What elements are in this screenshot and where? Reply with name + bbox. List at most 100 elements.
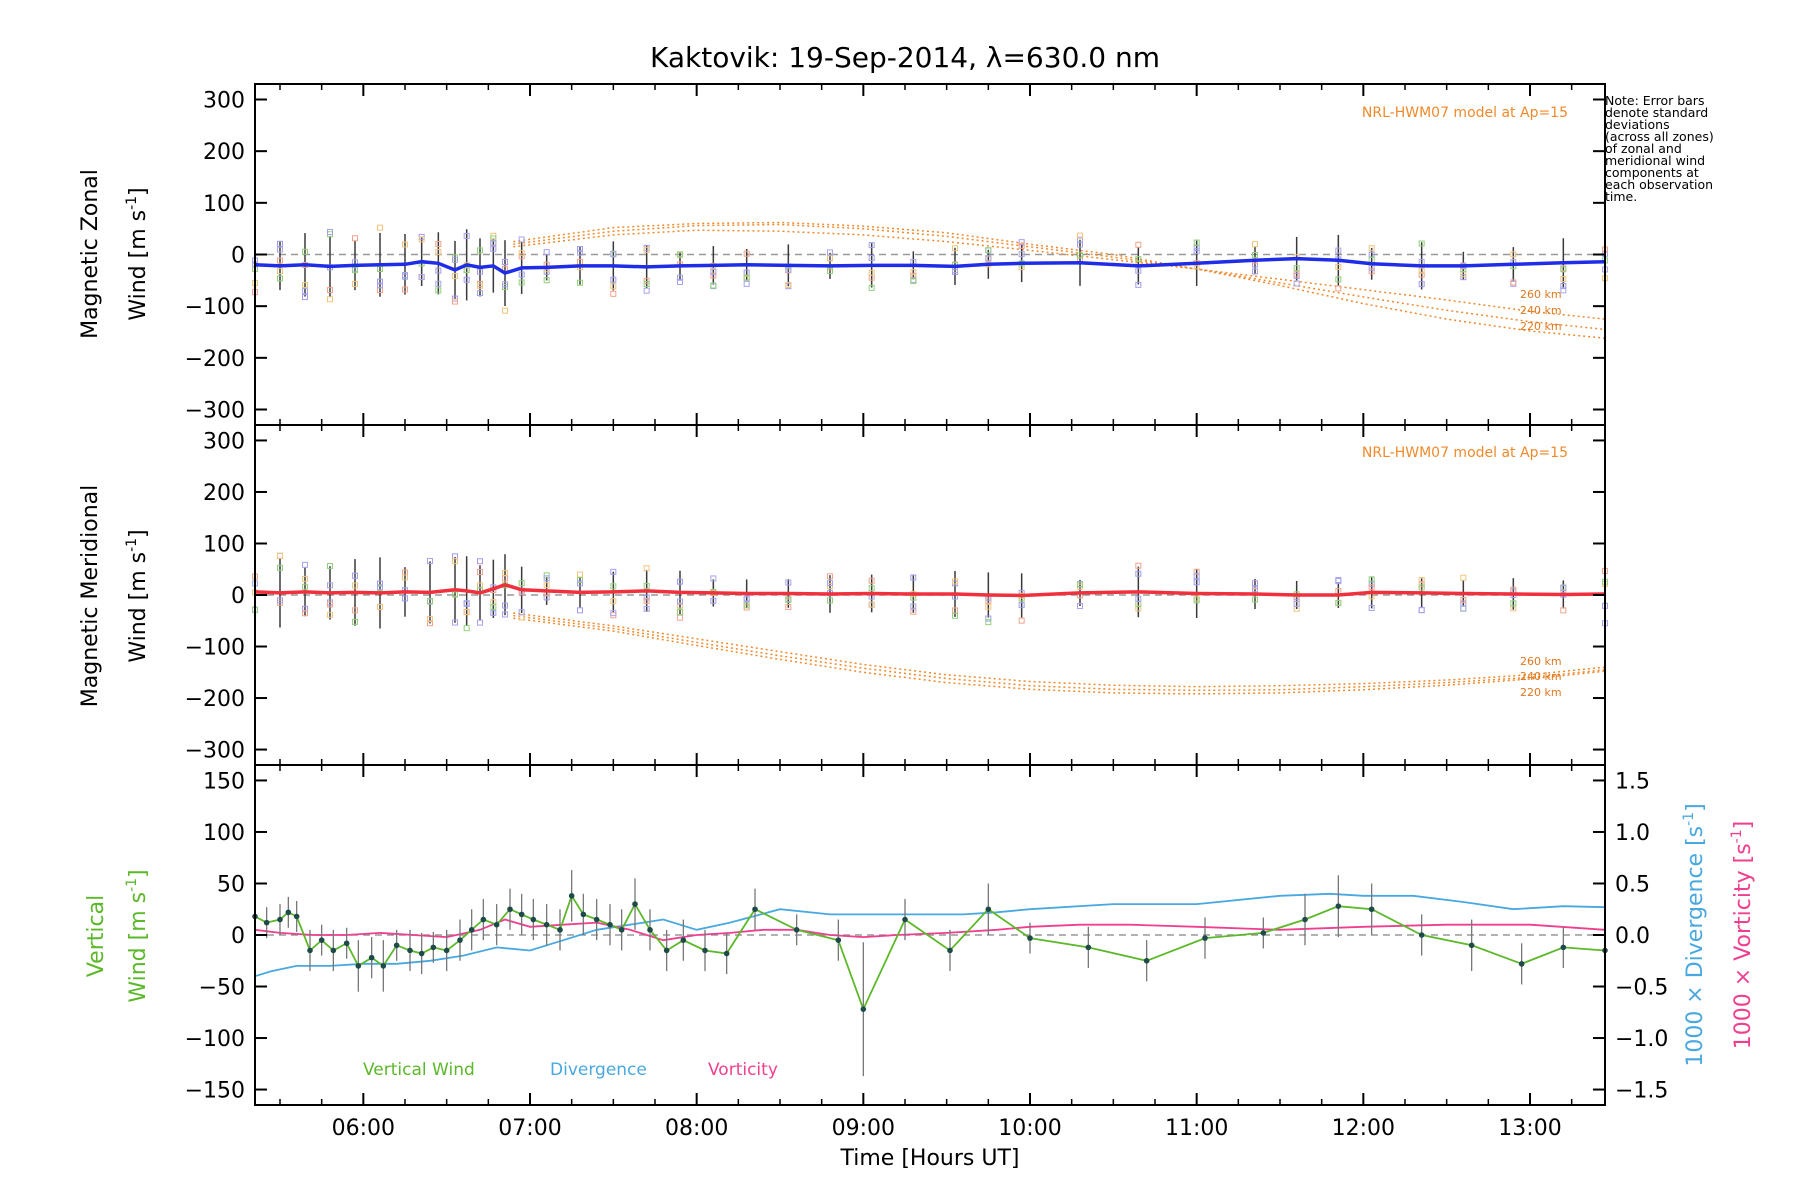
meridional-zone-marker (610, 598, 617, 605)
vertical-wind-point (618, 927, 625, 933)
meridional-ylabel-end: ] (126, 529, 151, 538)
note-line: denote standard (1605, 105, 1709, 120)
vertical-ylabel-line2: Wind [m s (126, 892, 151, 1003)
meridional-zone-marker (1193, 597, 1200, 604)
meridional-zone-marker (1460, 605, 1467, 612)
meridional-zone-marker (827, 580, 833, 587)
meridional-zone-marker (277, 564, 283, 571)
zonal-zone-marker (302, 248, 308, 255)
vertical-wind-point (457, 937, 463, 943)
zonal-zone-marker (1560, 266, 1567, 273)
vertical-wind-point (1468, 942, 1475, 949)
vertical-wind-point (1518, 961, 1525, 967)
vertical-wind-point (307, 947, 313, 954)
zonal-zone-marker (1418, 271, 1425, 278)
rate-ytick-label: −1.0 (1615, 1027, 1668, 1052)
meridional-zone-marker (577, 580, 583, 587)
vertical-wind-point (380, 963, 387, 969)
meridional-zone-marker (677, 609, 683, 616)
meridional-zone-marker (677, 598, 683, 605)
meridional-zone-marker (1193, 579, 1200, 586)
zonal-zone-marker (518, 236, 525, 243)
meridional-zone-marker (677, 602, 683, 609)
vertical-ytick-label: −100 (185, 1027, 245, 1052)
note-line: Note: Error bars (1605, 93, 1705, 108)
meridional-zone-marker (543, 594, 550, 601)
meridional-panel: 300 200 100 0 −100 −200 −300 NRL-HWM07 model a… (78, 424, 1608, 766)
vertical-wind-point (860, 1006, 867, 1012)
zonal-zone-marker (827, 267, 833, 274)
zonal-zone-marker (677, 278, 683, 285)
meridional-zone-marker (643, 565, 650, 572)
zonal-zone-marker (327, 287, 333, 294)
zonal-zone-marker (868, 254, 875, 261)
vertical-ytick-label: 100 (203, 821, 245, 846)
zonal-zone-marker (610, 251, 617, 258)
rate-ytick-label: 0.5 (1615, 872, 1650, 897)
vertical-wind-point (1335, 903, 1342, 909)
zonal-height-label-240: 240 km (1520, 304, 1562, 317)
zonal-zone-marker (677, 251, 683, 258)
zonal-zone-marker (1560, 287, 1567, 294)
zonal-zone-marker (327, 296, 333, 303)
meridional-zone-marker (302, 575, 308, 582)
zonal-ytick-label: −200 (185, 347, 245, 372)
vertical-wind-point (985, 906, 992, 913)
zonal-zone-marker (1135, 267, 1142, 274)
vertical-wind-point (1302, 916, 1308, 923)
vertical-wind-point (947, 947, 953, 954)
vertical-wind-point (480, 916, 487, 923)
meridional-zone-marker (543, 575, 550, 582)
meridional-zone-marker (452, 558, 458, 565)
vertical-wind-point (277, 916, 283, 923)
meridional-zone-marker (785, 579, 792, 586)
zonal-zone-marker (543, 277, 550, 284)
vertical-wind-point (1202, 935, 1208, 941)
meridional-zone-marker (577, 571, 583, 578)
meridional-zone-marker (452, 591, 458, 598)
meridional-zone-marker (377, 603, 383, 610)
meridional-zone-marker (910, 603, 917, 610)
zonal-zone-marker (710, 269, 717, 276)
meridional-zone-marker (543, 582, 550, 589)
vertical-wind-point (368, 954, 375, 961)
meridional-zone-marker (427, 620, 433, 627)
vertical-wind-point (318, 937, 325, 943)
vertical-wind-point (607, 921, 613, 928)
meridional-zone-marker (490, 609, 497, 616)
zonal-ylabel-line1: Magnetic Zonal (78, 169, 103, 339)
zonal-zone-marker (490, 235, 497, 242)
zonal-zone-marker (277, 275, 283, 282)
zonal-zone-marker (277, 246, 283, 253)
vertical-wind-point (1368, 906, 1375, 913)
vorticity-line (254, 918, 1606, 942)
vertical-wind-point (835, 937, 842, 943)
zonal-zone-marker (985, 255, 992, 262)
meridional-zone-marker (743, 596, 750, 603)
meridional-zone-marker (1252, 586, 1258, 593)
zonal-zone-marker (452, 298, 458, 305)
vertical-wind-point (723, 950, 730, 957)
vertical-wind-point (468, 927, 475, 933)
meridional-ytick-label: 0 (231, 584, 245, 609)
vertical-wind-point (493, 921, 500, 928)
zonal-zone-marker (577, 246, 583, 253)
vertical-wind-point (530, 916, 537, 923)
zonal-model-curve (513, 221, 1606, 339)
meridional-zone-marker (1293, 600, 1300, 607)
meridional-zone-marker (610, 568, 617, 575)
meridional-zone-marker (1193, 573, 1200, 580)
vertical-wind-point (752, 906, 758, 913)
vertical-wind-point (418, 950, 425, 957)
zonal-zone-marker (352, 235, 358, 242)
meridional-zone-marker (352, 618, 358, 625)
divergence-ylabel-text: 1000 × Divergence [s (1683, 826, 1708, 1067)
note-line: components at (1605, 165, 1699, 180)
rate-ytick-label: −0.5 (1615, 976, 1668, 1001)
meridional-zone-marker (463, 625, 470, 632)
vertical-wind-point (1085, 944, 1092, 951)
meridional-height-label-260: 260 km (1520, 655, 1562, 668)
zonal-zone-marker (435, 287, 442, 294)
vertical-wind-point (330, 947, 337, 954)
zonal-zone-marker (1335, 285, 1342, 292)
